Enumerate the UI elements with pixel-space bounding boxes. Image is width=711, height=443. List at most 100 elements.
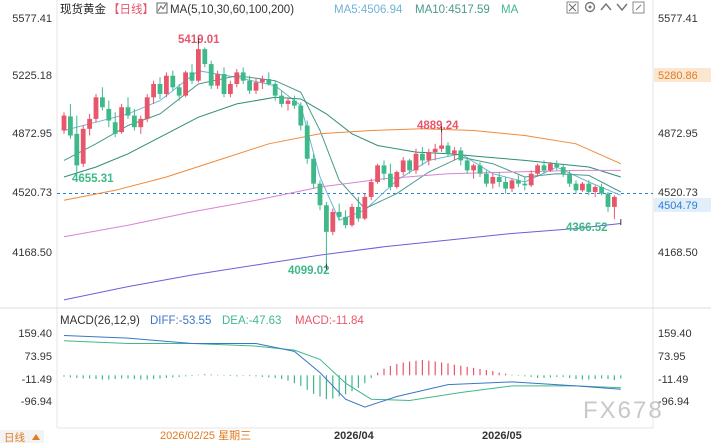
candlestick xyxy=(573,180,579,194)
candle-body xyxy=(362,196,368,219)
price-tick: 5577.41 xyxy=(12,13,52,25)
candlestick xyxy=(452,147,457,161)
candle-body xyxy=(324,205,329,232)
candle-body xyxy=(144,97,150,119)
candlestick xyxy=(516,175,521,187)
candlestick xyxy=(183,70,188,98)
candle-body xyxy=(420,153,425,161)
candlestick xyxy=(125,97,131,119)
candlestick xyxy=(535,163,540,178)
low-annotation: 4655.31 xyxy=(72,173,114,185)
chart-header: 现货黄金 【日线】 MA(5,10,30,60,100,200) MA5:450… xyxy=(60,2,519,16)
candlestick xyxy=(138,115,144,134)
macd-tick: 73.95 xyxy=(658,351,686,363)
candlestick xyxy=(112,112,118,138)
candlestick xyxy=(477,162,483,178)
candlestick xyxy=(471,163,476,179)
ma60-price-bg xyxy=(654,68,711,82)
ma-settings-icon[interactable] xyxy=(156,2,168,14)
macd-tick: 73.95 xyxy=(24,351,52,363)
candlestick xyxy=(548,162,553,173)
candlestick xyxy=(119,103,124,134)
ma10-line xyxy=(63,75,622,210)
macd-tick: -11.49 xyxy=(22,374,52,386)
candlestick xyxy=(503,177,508,194)
candlestick xyxy=(509,178,515,192)
candle-body xyxy=(394,172,400,187)
candle-body xyxy=(477,165,483,174)
candlestick xyxy=(484,170,489,187)
candlestick xyxy=(170,70,176,91)
candlestick xyxy=(612,195,617,220)
candle-body xyxy=(176,87,182,96)
candle-body xyxy=(330,211,336,232)
close-icon[interactable] xyxy=(566,1,579,14)
price-tick: 4872.95 xyxy=(12,128,52,140)
candlestick xyxy=(234,69,240,88)
candlestick xyxy=(221,67,227,98)
candle-body xyxy=(298,105,304,126)
candle-body xyxy=(68,116,73,136)
candle-body xyxy=(586,183,592,192)
macd-axis-right: 159.40 73.95 -11.49 -96.94 xyxy=(658,328,692,408)
arrow-up-icon[interactable] xyxy=(600,2,612,11)
candlestick xyxy=(413,148,419,174)
toolbar xyxy=(566,1,645,14)
candle-body xyxy=(157,84,163,94)
candle-body xyxy=(311,158,316,184)
candle-body xyxy=(336,211,342,217)
candle-body xyxy=(560,167,566,174)
candle-body xyxy=(87,118,92,129)
macd-tick: -11.49 xyxy=(658,374,688,386)
moving-average-lines xyxy=(63,70,622,301)
footer-logo: 日线 xyxy=(4,431,25,443)
arrow-down-icon[interactable] xyxy=(616,3,628,12)
settings-icon[interactable] xyxy=(584,1,596,13)
candle-body xyxy=(503,181,508,189)
candlestick xyxy=(260,75,265,89)
candlestick xyxy=(560,163,566,178)
candle-body xyxy=(490,177,496,184)
candle-body xyxy=(580,183,585,191)
macd-tick: -96.94 xyxy=(21,396,52,408)
candlestick xyxy=(464,157,470,174)
macd-diff-label: DIFF:-53.55 xyxy=(150,315,211,327)
period-label: 【日线】 xyxy=(108,2,154,16)
candle-body xyxy=(343,216,348,226)
candlestick xyxy=(100,87,105,111)
candlestick xyxy=(439,132,444,153)
candle-body xyxy=(119,107,124,133)
current-price-tag: 4504.79 xyxy=(658,200,698,212)
candlestick xyxy=(356,196,361,222)
candlestick xyxy=(541,160,547,174)
candlestick xyxy=(157,77,163,99)
candlestick xyxy=(164,72,169,98)
candle-body xyxy=(381,165,387,174)
candle-body xyxy=(189,72,195,81)
candlestick xyxy=(228,80,233,98)
candle-body xyxy=(605,193,611,207)
watermark: FX678 xyxy=(583,397,664,424)
symbol-label: 现货黄金 xyxy=(60,2,106,16)
candle-body xyxy=(432,148,438,153)
high-annotation: 5419.01 xyxy=(178,34,220,46)
price-axis-left: 5577.41 5225.18 4872.95 4520.73 4168.50 xyxy=(12,13,52,259)
candle-body xyxy=(484,173,489,184)
ma100-line xyxy=(63,169,621,238)
candlestick xyxy=(292,95,297,109)
price-tick: 4168.50 xyxy=(658,247,698,259)
candle-body xyxy=(554,163,560,168)
x-axis-month-label: 2026/05 xyxy=(482,430,522,442)
price-axis-right: 5577.41 5280.86 4872.95 4520.73 4504.79 … xyxy=(654,13,711,259)
candle-body xyxy=(138,118,144,128)
candle-body xyxy=(247,80,252,91)
candle-body xyxy=(240,72,246,81)
candlestick xyxy=(279,90,284,108)
macd-tick: 159.40 xyxy=(658,328,692,340)
candlestick xyxy=(196,44,201,83)
candlestick xyxy=(343,210,348,229)
macd-plot xyxy=(63,335,622,408)
expand-icon[interactable] xyxy=(632,1,645,14)
candlesticks xyxy=(61,44,617,264)
